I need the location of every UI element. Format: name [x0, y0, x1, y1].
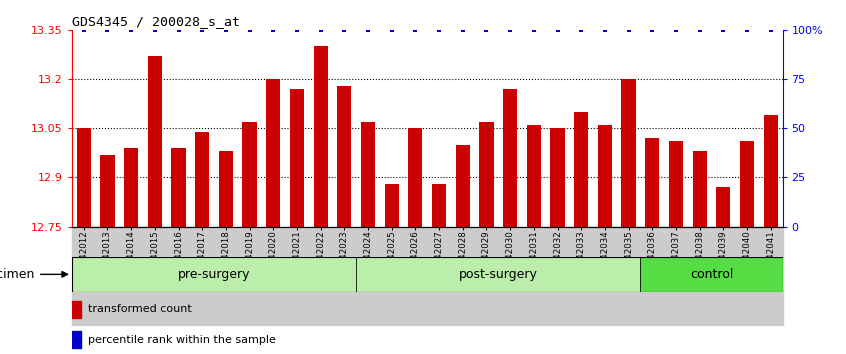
Bar: [195, 132, 209, 227]
Bar: [172, 148, 185, 227]
Bar: [72, 227, 783, 325]
Bar: [740, 141, 754, 227]
Text: control: control: [689, 268, 733, 281]
Bar: [72, 257, 356, 292]
Bar: [432, 184, 446, 227]
Bar: [764, 115, 777, 227]
Bar: [622, 79, 635, 227]
Bar: [669, 141, 683, 227]
Bar: [527, 125, 541, 227]
Bar: [645, 138, 659, 227]
Bar: [598, 125, 612, 227]
Bar: [574, 112, 588, 227]
Bar: [693, 151, 706, 227]
Text: post-surgery: post-surgery: [459, 268, 538, 281]
Bar: [148, 56, 162, 227]
Bar: [266, 79, 280, 227]
Bar: [290, 89, 304, 227]
Bar: [456, 145, 470, 227]
Bar: [551, 128, 564, 227]
Text: pre-surgery: pre-surgery: [178, 268, 250, 281]
Bar: [338, 86, 351, 227]
Bar: [219, 151, 233, 227]
Bar: [77, 128, 91, 227]
Bar: [480, 122, 493, 227]
Bar: [72, 331, 80, 348]
Bar: [101, 154, 114, 227]
Bar: [314, 46, 327, 227]
Bar: [124, 148, 138, 227]
Text: percentile rank within the sample: percentile rank within the sample: [88, 335, 276, 344]
Bar: [385, 184, 398, 227]
Bar: [640, 257, 783, 292]
Text: specimen: specimen: [0, 268, 68, 281]
Bar: [503, 89, 517, 227]
Bar: [361, 122, 375, 227]
Bar: [243, 122, 256, 227]
Bar: [717, 187, 730, 227]
Bar: [356, 257, 640, 292]
Text: GDS4345 / 200028_s_at: GDS4345 / 200028_s_at: [72, 15, 240, 28]
Text: transformed count: transformed count: [88, 304, 192, 314]
Bar: [72, 301, 80, 318]
Bar: [409, 128, 422, 227]
